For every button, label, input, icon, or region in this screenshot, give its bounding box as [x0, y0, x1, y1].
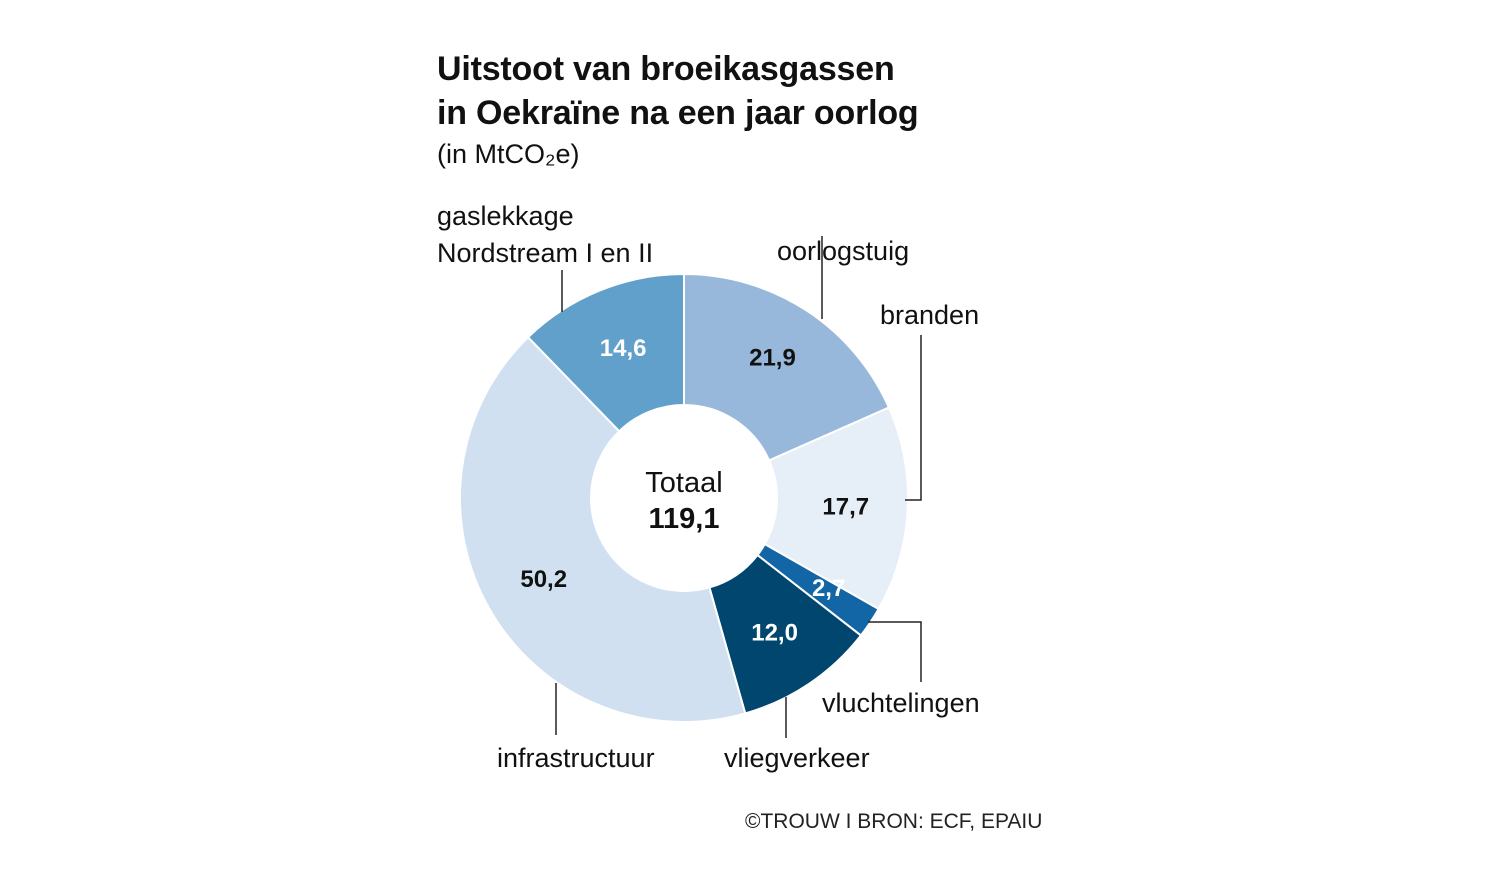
slice-category-label: Nordstream I en II [437, 238, 653, 268]
slice-value-label: 21,9 [749, 344, 796, 371]
slice-category-label: vliegverkeer [724, 743, 870, 773]
center-total-label: Totaal [645, 467, 722, 499]
slice-category-label: infrastructuur [497, 743, 655, 773]
slice-leader-line [905, 335, 922, 501]
value-labels: 21,9 17,7 2,7 12,0 50,2 14,6 [520, 335, 869, 646]
donut-slice [763, 406, 909, 611]
chart-title-line-2: in Oekraïne na een jaar oorlog [437, 94, 919, 132]
source-credit: ©TROUW I BRON: ECF, EPAIU [745, 810, 1043, 833]
donut-slice [459, 335, 747, 723]
donut-slice [683, 272, 891, 462]
donut-slice [526, 272, 685, 433]
slice-value-label: 17,7 [822, 493, 869, 520]
chart-unit-subtitle: (in MtCO₂e) [437, 139, 580, 169]
slice-value-label: 12,0 [751, 619, 798, 646]
center-total-value: 119,1 [649, 503, 720, 535]
slice-category-label: gaslekkage [437, 201, 574, 231]
category-labels: oorlogstuig branden vluchtelingen vliegverk… [437, 201, 980, 773]
chart-title-line-1: Uitstoot van broeikasgassen [437, 50, 895, 88]
slice-category-label: oorlogstuig [777, 236, 909, 266]
slice-value-label: 2,7 [812, 575, 845, 602]
slice-leader-line [868, 621, 922, 682]
slice-value-label: 14,6 [600, 335, 647, 362]
slice-category-label: branden [880, 300, 979, 330]
donut-slices [459, 272, 909, 723]
slice-value-label: 50,2 [520, 566, 567, 593]
leader-lines [555, 236, 922, 738]
slice-category-label: vluchtelingen [822, 688, 980, 718]
